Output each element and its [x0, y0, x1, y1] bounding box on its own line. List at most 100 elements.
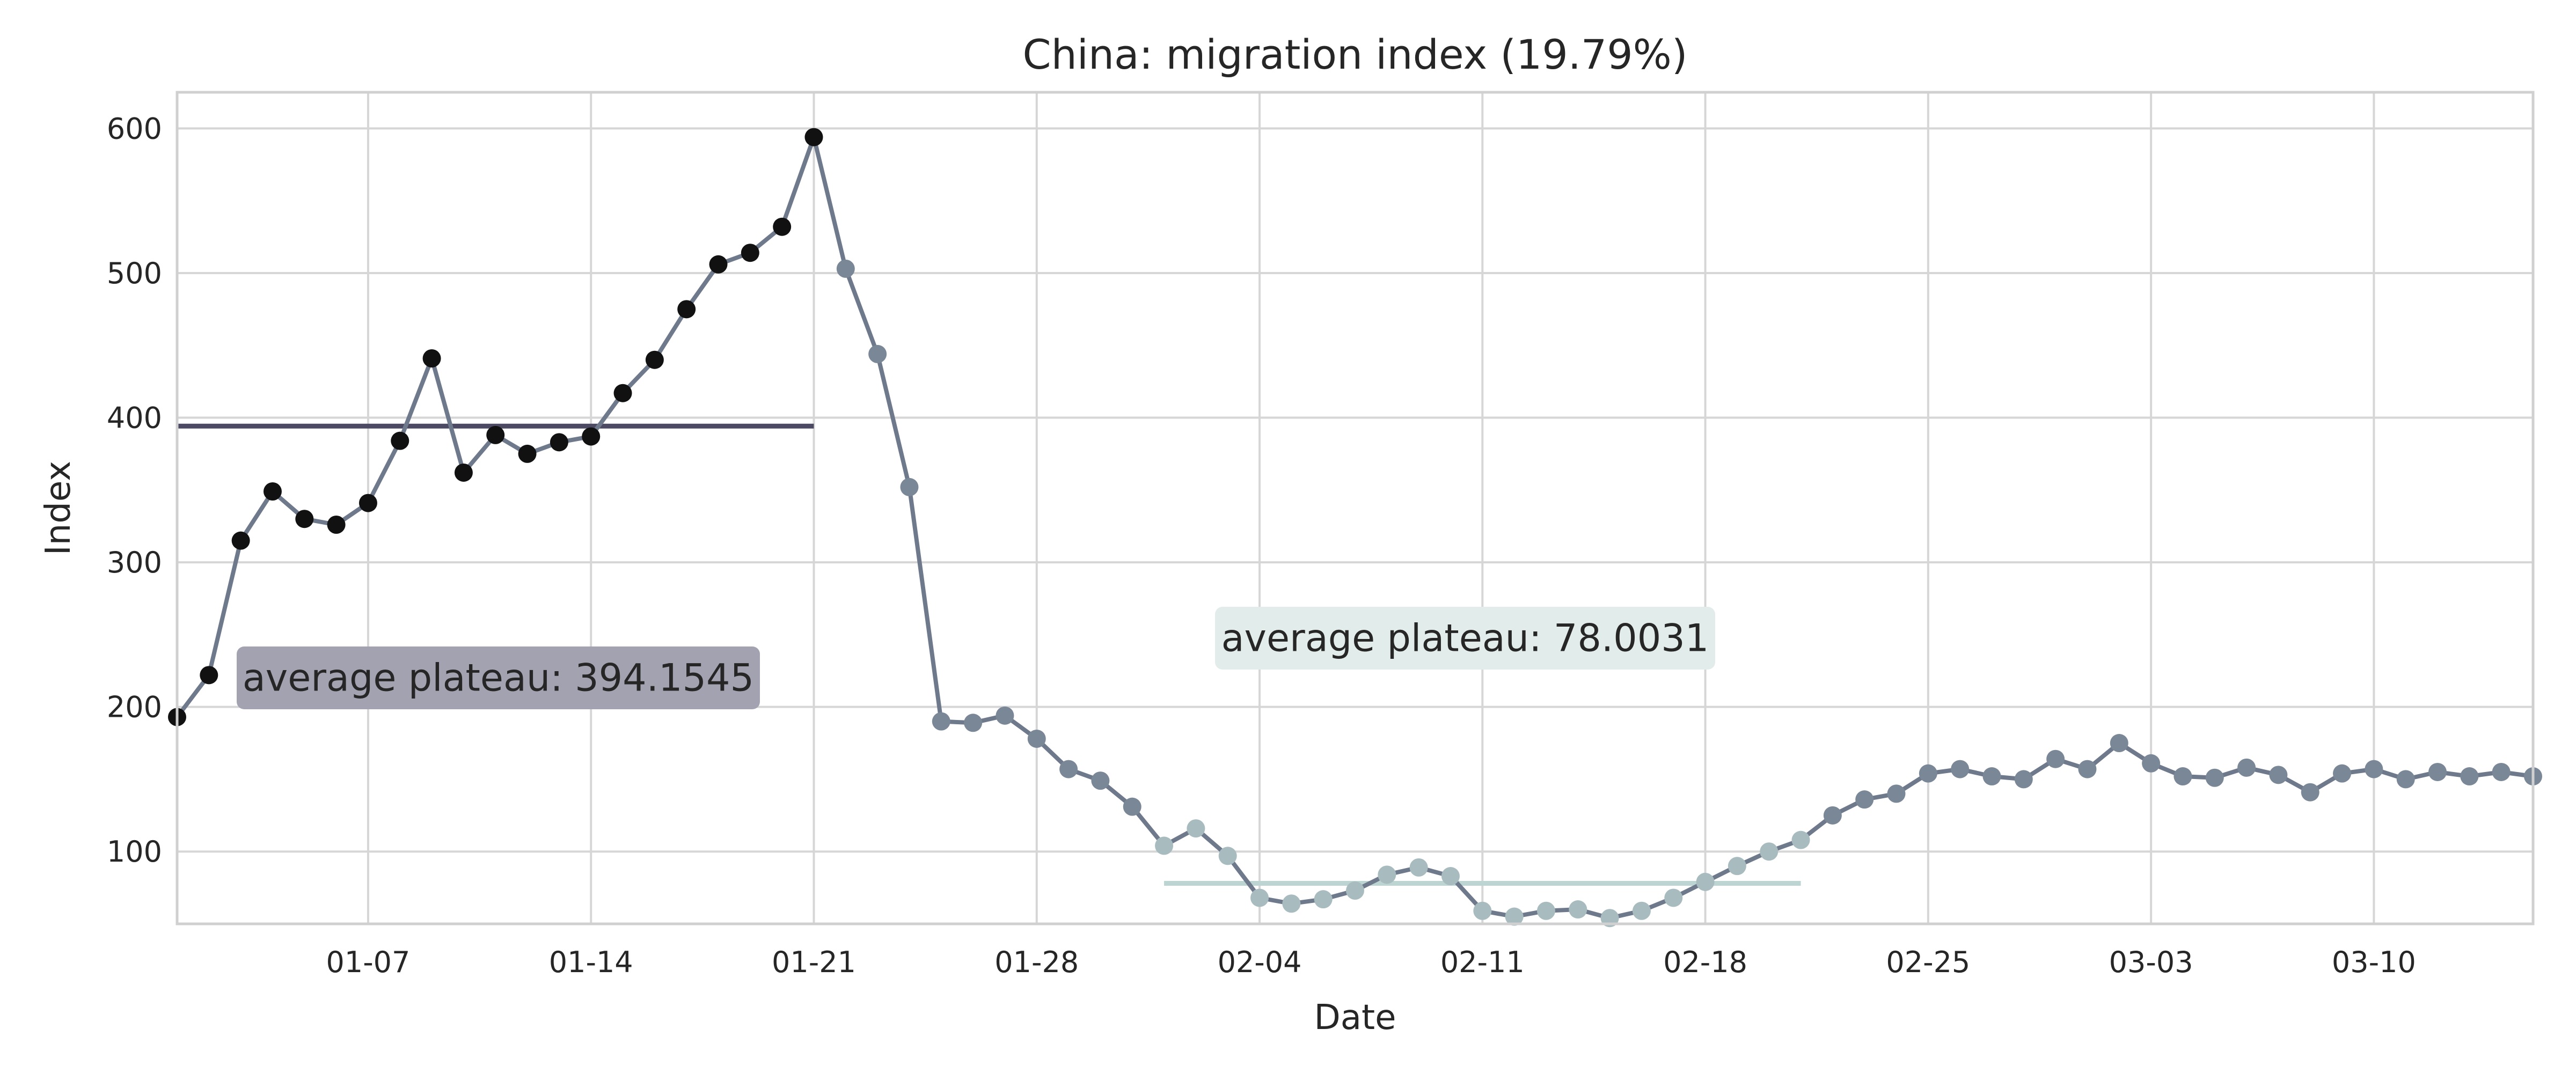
data-point [391, 431, 409, 450]
data-point [1378, 865, 1396, 884]
x-tick-label: 01-14 [549, 945, 633, 979]
y-tick-label: 600 [107, 112, 162, 145]
data-point [2460, 767, 2479, 786]
data-point [295, 510, 314, 528]
data-point [518, 444, 537, 463]
plateau-label-box [237, 646, 760, 709]
x-tick-label: 01-28 [994, 945, 1079, 979]
data-point [454, 463, 473, 482]
data-point [2301, 783, 2319, 802]
data-point [1505, 907, 1524, 926]
plateau-label: average plateau: 394.1545 [243, 656, 754, 700]
series-line [175, 135, 2535, 921]
grid [177, 92, 2533, 924]
y-ticks: 100 200 300 400 500 600 [107, 112, 162, 869]
data-point [1632, 901, 1651, 920]
y-axis-label: Index [39, 461, 78, 555]
data-point [868, 344, 887, 363]
y-tick-label: 200 [107, 690, 162, 724]
x-tick-label: 02-11 [1440, 945, 1525, 979]
data-point [1887, 784, 1906, 803]
data-point [1091, 771, 1110, 790]
data-point [1823, 806, 1842, 825]
data-point [2269, 766, 2288, 784]
plateau-label: average plateau: 78.0031 [1221, 616, 1709, 660]
data-point [1855, 790, 1874, 809]
data-point [1250, 888, 1269, 907]
data-point [422, 349, 441, 368]
data-point [1569, 900, 1587, 919]
x-ticks: 01-07 01-14 01-21 01-28 02-04 02-11 02-18 02-25… [326, 945, 2416, 979]
data-point [1155, 836, 1174, 855]
data-point [2365, 760, 2383, 778]
x-tick-label: 02-18 [1663, 945, 1747, 979]
data-point [2174, 767, 2192, 786]
data-point [1664, 888, 1683, 907]
data-point [1059, 760, 1078, 778]
data-point [200, 666, 218, 685]
data-point [2142, 754, 2161, 773]
annotations: average plateau: 394.1545 average plateau… [237, 607, 1715, 709]
data-point [1282, 894, 1301, 913]
x-axis-label: Date [1314, 998, 1396, 1038]
data-point [231, 531, 250, 550]
data-point [2014, 770, 2033, 789]
data-point [1473, 901, 1492, 920]
data-point [1123, 797, 1141, 816]
data-point [1409, 858, 1428, 877]
y-tick-label: 300 [107, 546, 162, 579]
markers [168, 128, 2542, 928]
data-point [2237, 758, 2256, 777]
data-point [645, 350, 664, 369]
data-point [773, 217, 792, 236]
data-point [2110, 734, 2128, 753]
data-point [613, 384, 632, 402]
data-point [900, 477, 919, 496]
x-tick-label: 03-03 [2109, 945, 2193, 979]
data-point [1536, 901, 1555, 920]
y-tick-label: 400 [107, 401, 162, 435]
data-point [677, 300, 696, 319]
chart-title: China: migration index (19.79%) [1023, 31, 1688, 78]
y-tick-label: 100 [107, 835, 162, 869]
data-point [996, 706, 1014, 725]
x-tick-label: 01-07 [326, 945, 410, 979]
data-point [358, 494, 377, 512]
x-tick-label: 01-21 [772, 945, 856, 979]
data-point [2046, 749, 2065, 768]
data-point [1187, 819, 1205, 838]
data-point [327, 516, 346, 534]
data-point [1760, 842, 1779, 861]
data-point [1919, 764, 1937, 783]
data-point [1314, 890, 1333, 909]
data-point [932, 712, 950, 731]
data-point [2205, 768, 2224, 787]
data-point [741, 244, 759, 262]
data-point [2428, 762, 2447, 781]
data-point [263, 482, 282, 501]
x-tick-label: 03-10 [2332, 945, 2416, 979]
data-point [964, 714, 983, 732]
data-point [1346, 881, 1364, 900]
data-point [1441, 867, 1460, 886]
data-point [1791, 831, 1810, 849]
data-point [1728, 857, 1746, 876]
data-point [1027, 729, 1046, 748]
data-point [2396, 770, 2415, 789]
data-point [836, 259, 855, 278]
data-point [1218, 847, 1237, 865]
data-point [486, 425, 505, 444]
x-tick-label: 02-25 [1886, 945, 1970, 979]
data-point [1696, 872, 1715, 891]
data-point [1951, 760, 1970, 778]
x-tick-label: 02-04 [1218, 945, 1302, 979]
plateau-label-box [1215, 607, 1715, 670]
data-point [804, 128, 823, 146]
data-point [2078, 760, 2097, 778]
data-point [1982, 767, 2001, 786]
data-point [582, 427, 601, 446]
plot-frame [175, 91, 2535, 925]
data-point [2333, 764, 2352, 783]
data-point [709, 255, 728, 274]
